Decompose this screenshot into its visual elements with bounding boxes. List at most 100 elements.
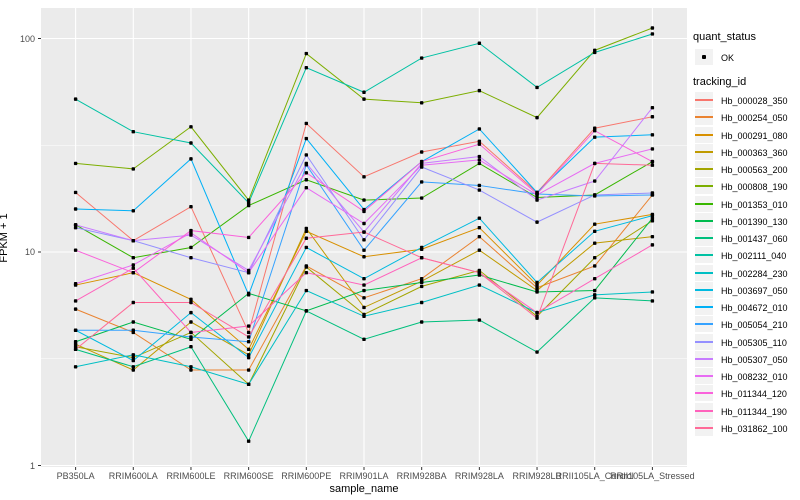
- x-tick-label: RRIM600PE: [281, 471, 332, 481]
- legend-item-Hb_011344_120: Hb_011344_120: [693, 385, 800, 402]
- data-point: [593, 296, 597, 300]
- legend-key-line-icon: [695, 306, 713, 308]
- ok-point-icon: [702, 55, 706, 59]
- legend-item-label: OK: [721, 53, 735, 63]
- data-point: [477, 270, 482, 275]
- data-point: [246, 340, 251, 344]
- legend-key-box: [695, 385, 713, 402]
- legend-key-line-icon: [695, 202, 713, 205]
- legend-key-line-icon: [695, 323, 713, 326]
- data-point: [362, 305, 366, 310]
- legend-item-Hb_000291_080: Hb_000291_080: [693, 126, 800, 144]
- data-point: [650, 106, 655, 110]
- data-point: [246, 353, 251, 357]
- data-point: [246, 335, 251, 339]
- x-tick-label: RRIM600SE: [223, 471, 274, 481]
- legend-key-box: [695, 49, 713, 65]
- data-point: [304, 186, 309, 190]
- data-point: [419, 101, 424, 105]
- data-point: [535, 290, 539, 294]
- data-point: [362, 296, 366, 300]
- legend-title-tracking-id: tracking_id: [693, 76, 747, 88]
- legend-key-line-icon: [695, 426, 713, 429]
- data-point: [73, 248, 78, 252]
- y-tick-label: 10: [24, 247, 35, 257]
- legend-item-label: Hb_008232_010: [721, 372, 788, 382]
- data-point: [535, 283, 539, 287]
- legend-key-line-icon: [695, 357, 713, 360]
- data-point: [304, 288, 309, 293]
- data-point: [73, 190, 78, 195]
- legend-key-line-icon: [695, 254, 713, 257]
- legend-key-line-icon: [695, 185, 713, 188]
- legend-key-line-icon: [695, 133, 713, 136]
- data-point: [419, 163, 424, 167]
- data-point: [593, 256, 597, 260]
- legend-key-line-icon: [695, 271, 713, 274]
- y-tick-label: 1: [29, 460, 35, 471]
- legend-item-Hb_031862_100: Hb_031862_100: [693, 419, 800, 437]
- data-point: [73, 161, 78, 166]
- data-point: [304, 136, 309, 141]
- legend-key-box: [695, 299, 713, 315]
- data-point: [189, 297, 193, 302]
- x-tick-label: RRIM928BA: [396, 471, 447, 481]
- data-point: [362, 248, 366, 252]
- data-point: [189, 335, 193, 339]
- data-point: [650, 133, 655, 137]
- data-point: [477, 183, 482, 188]
- legend-item-Hb_004672_010: Hb_004672_010: [693, 299, 800, 316]
- data-point: [246, 198, 251, 202]
- data-point: [73, 282, 78, 286]
- data-point: [362, 175, 366, 179]
- data-point: [246, 270, 251, 275]
- legend-key-box: [695, 402, 713, 419]
- data-point: [593, 288, 597, 293]
- legend-key-box: [695, 264, 713, 281]
- data-point: [535, 198, 539, 202]
- data-point: [535, 280, 539, 285]
- data-point: [131, 368, 135, 372]
- data-point: [246, 201, 251, 205]
- legend-item-label: Hb_000563_200: [721, 165, 788, 175]
- data-point: [650, 234, 655, 239]
- legend-item-Hb_000563_200: Hb_000563_200: [693, 161, 800, 178]
- data-point: [477, 216, 482, 220]
- data-point: [477, 283, 482, 287]
- legend-item-Hb_000363_360: Hb_000363_360: [693, 143, 800, 161]
- data-point: [477, 127, 482, 131]
- legend-key-line-icon: [695, 150, 713, 153]
- data-point: [304, 161, 309, 166]
- legend-item-Hb_011344_190: Hb_011344_190: [693, 402, 800, 420]
- data-point: [477, 158, 482, 162]
- data-point: [650, 26, 655, 30]
- data-point: [593, 135, 597, 139]
- data-point: [535, 310, 539, 315]
- data-point: [362, 337, 366, 342]
- x-tick-label: PB350LA: [56, 471, 95, 481]
- data-point: [246, 235, 251, 240]
- data-point: [131, 365, 135, 369]
- data-point: [362, 90, 366, 94]
- data-point: [246, 368, 251, 372]
- data-point: [304, 236, 309, 240]
- legend-item-Hb_001353_010: Hb_001353_010: [693, 195, 800, 213]
- legend-item-label: Hb_004672_010: [721, 303, 788, 313]
- data-point: [477, 139, 482, 143]
- data-point: [477, 188, 482, 192]
- data-point: [246, 439, 251, 443]
- legend-key-line-icon: [695, 237, 713, 239]
- legend-key-box: [695, 230, 713, 246]
- legend-item-label: Hb_031862_100: [721, 423, 788, 434]
- data-point: [73, 340, 78, 344]
- data-point: [189, 157, 193, 161]
- legend-item-label: Hb_003697_050: [721, 285, 788, 296]
- data-point: [419, 196, 424, 200]
- legend-item-label: Hb_001437_060: [721, 234, 788, 244]
- data-point: [419, 300, 424, 305]
- data-point: [593, 50, 597, 55]
- data-point: [304, 270, 309, 275]
- data-point: [189, 245, 193, 250]
- data-point: [304, 51, 309, 56]
